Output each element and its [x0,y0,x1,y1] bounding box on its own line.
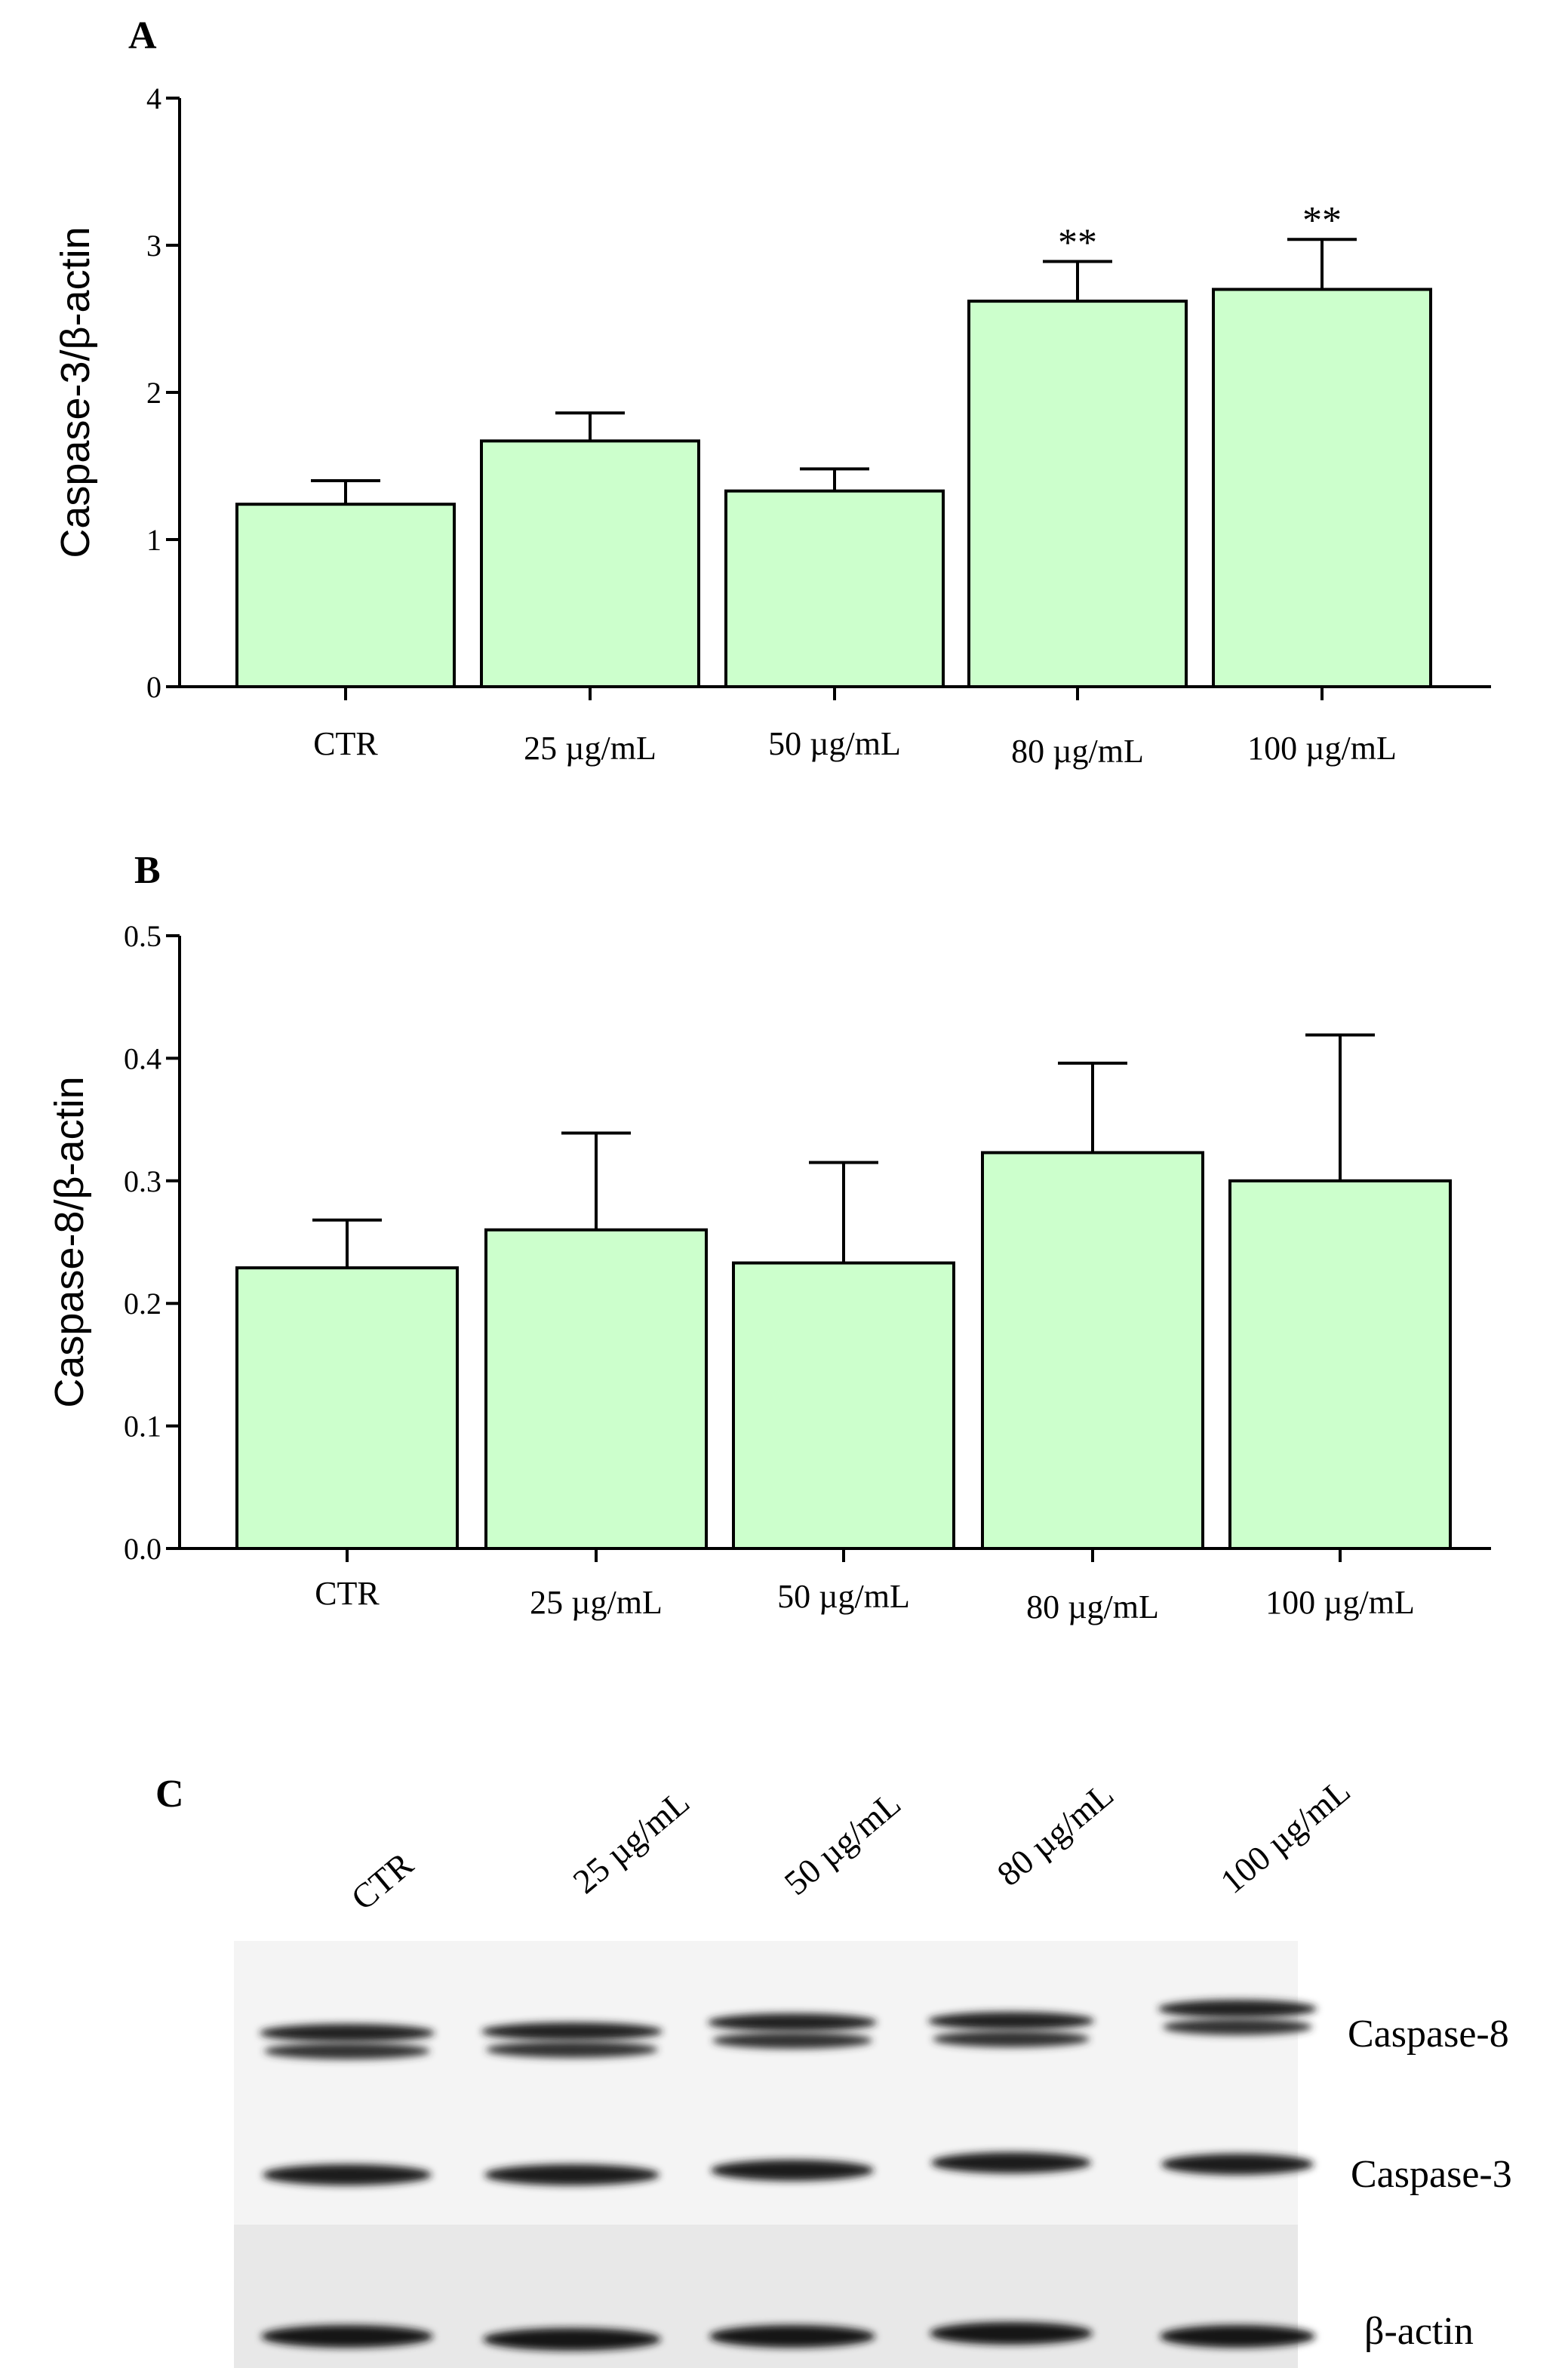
band-caspase8-lower [712,2032,872,2049]
band-caspase3 [1161,2154,1314,2175]
lane-label: 50 µg/mL [777,1784,908,1902]
band-beta-actin [930,2322,1093,2345]
y-tick-label: 1 [146,523,161,557]
y-tick-label: 2 [146,376,161,410]
bar-4 [981,1151,1204,1550]
band-caspase3 [484,2164,659,2185]
x-tick-label: 50 µg/mL [768,725,901,762]
y-tick-label: 4 [146,81,161,115]
panel-b-label: B [134,849,161,892]
caspase8-bar-chart: 0.0 0.1 0.2 0.3 0.4 0.5 Caspase-8/β-actin CTR 25… [47,919,1491,1625]
bar-5 [1212,288,1432,688]
lane-label: 100 µg/mL [1213,1771,1357,1901]
x-tick-label: 25 µg/mL [524,730,656,767]
x-tick-label: 80 µg/mL [1011,733,1144,770]
band-label-beta-actin: β-actin [1364,2310,1474,2353]
y-tick-label: 3 [146,229,161,263]
band-beta-actin [709,2325,875,2348]
bar-5 [1228,1179,1452,1551]
x-tick-label: 80 µg/mL [1026,1588,1159,1625]
band-beta-actin [483,2328,661,2351]
y-axis-title: Caspase-3/β-actin [53,226,98,558]
band-caspase3 [263,2164,432,2185]
y-tick-label: 0.4 [124,1041,161,1075]
band-caspase8-lower [486,2041,658,2058]
y-tick-label: 0.2 [124,1287,161,1321]
x-tick-label: CTR [313,725,378,762]
panel-c-label: C [155,1773,184,1816]
bar-4 [967,300,1188,688]
bar-2 [480,439,700,688]
band-caspase8-lower [1163,2019,1312,2035]
y-tick-label: 0 [146,670,161,704]
x-tick-label: CTR [315,1575,380,1612]
band-caspase8 [928,2012,1094,2030]
lane-label: 80 µg/mL [990,1775,1121,1893]
band-caspase8 [481,2022,663,2040]
band-beta-actin [261,2325,433,2348]
y-tick-label: 0.5 [124,919,161,953]
band-label-caspase3: Caspase-3 [1351,2153,1512,2196]
bar-1 [235,503,456,689]
band-beta-actin [1160,2325,1315,2348]
band-caspase8-lower [933,2031,1090,2047]
x-tick-label: 50 µg/mL [777,1578,910,1615]
band-label-caspase8: Caspase-8 [1348,2013,1509,2056]
band-caspase8 [260,2024,435,2042]
lane-label: 25 µg/mL [566,1782,696,1901]
x-tick-label: 100 µg/mL [1265,1584,1415,1621]
panel-a-label: A [128,14,157,57]
y-axis-title: Caspase-8/β-actin [47,1076,92,1407]
bar-1 [235,1266,459,1550]
band-caspase3 [711,2160,874,2181]
x-tick-label: 25 µg/mL [530,1584,663,1621]
caspase3-bar-chart: 0 1 2 3 4 Caspase-3/β-actin CTR 25 µg/mL 50 µg/m… [53,81,1491,770]
band-caspase8 [708,2013,877,2031]
x-tick-label: 100 µg/mL [1247,730,1397,767]
band-caspase8 [1158,2000,1317,2018]
western-blot: CTR 25 µg/mL 50 µg/mL 80 µg/mL 100 µg/mL Cas… [234,1771,1512,2368]
y-tick-label: 0.3 [124,1164,161,1198]
bar-3 [724,489,945,689]
significance-label: ** [1302,199,1342,242]
y-tick-label: 0.0 [124,1532,161,1566]
band-caspase3 [931,2152,1091,2173]
band-caspase8-lower [264,2043,430,2059]
y-tick-label: 0.1 [124,1410,161,1444]
lane-label: CTR [344,1844,421,1917]
bar-3 [732,1261,955,1551]
significance-label: ** [1058,221,1097,264]
bar-2 [484,1228,708,1550]
